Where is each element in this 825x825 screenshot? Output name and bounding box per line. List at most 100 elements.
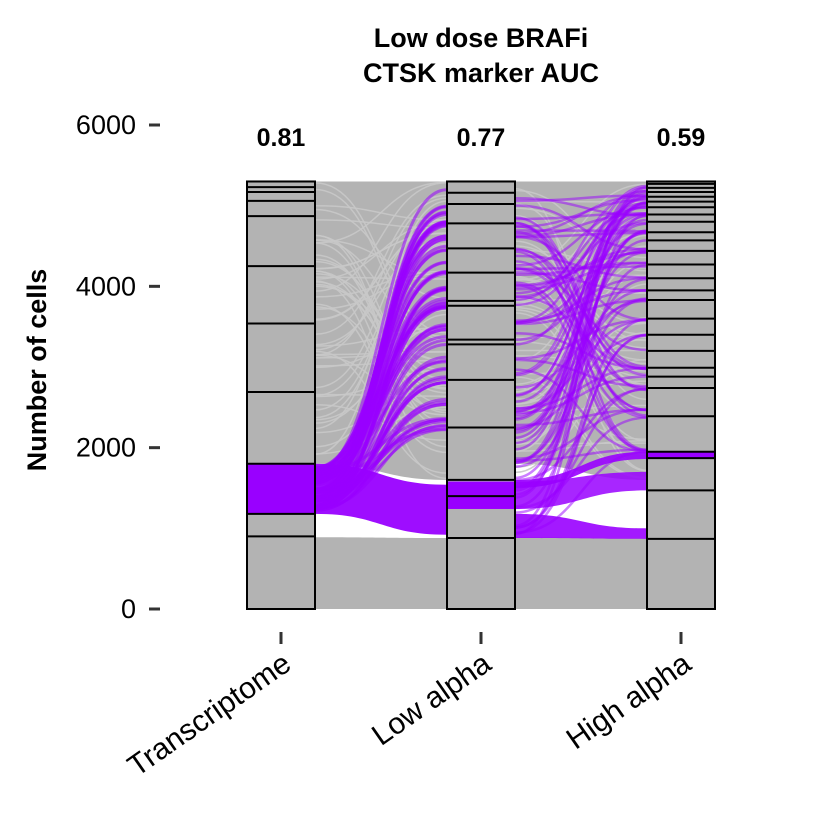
highlight-flow-line bbox=[514, 191, 648, 499]
highlight-flow-line bbox=[514, 231, 648, 239]
cluster-segment bbox=[647, 181, 715, 184]
x-tick-label: Low alpha bbox=[366, 647, 497, 753]
highlight-flow-line bbox=[514, 448, 648, 462]
highlight-flow-line bbox=[514, 289, 648, 322]
cluster-segment bbox=[247, 191, 315, 201]
y-axis-label: Number of cells bbox=[22, 269, 52, 472]
cluster-segment bbox=[447, 339, 515, 345]
highlight-flow-line bbox=[514, 211, 648, 307]
cluster-segment bbox=[647, 250, 715, 265]
highlight-flow-line bbox=[314, 221, 448, 494]
highlight-flow-line bbox=[514, 266, 648, 352]
background-flow-line bbox=[314, 219, 448, 229]
cluster-segment bbox=[247, 200, 315, 217]
highlight-flow-line bbox=[314, 418, 448, 499]
cluster-segment bbox=[247, 392, 315, 464]
cluster-segment bbox=[647, 318, 715, 335]
background-flow-line bbox=[314, 222, 448, 389]
cluster-segment bbox=[447, 223, 515, 249]
cluster-segment bbox=[647, 490, 715, 539]
cluster-column-outline bbox=[246, 180, 316, 610]
highlight-flow-line bbox=[514, 450, 648, 534]
cluster-segment bbox=[647, 300, 715, 319]
highlight-flow-band bbox=[515, 513, 647, 539]
cluster-segment bbox=[247, 216, 315, 267]
x-tick-label: Transcriptome bbox=[122, 647, 297, 783]
cluster-segment bbox=[647, 201, 715, 208]
highlight-flow-line bbox=[514, 235, 648, 321]
highlight-flow-line bbox=[514, 201, 648, 445]
cluster-segment bbox=[447, 181, 515, 193]
highlight-flow-line bbox=[314, 188, 448, 473]
auc-label: 0.77 bbox=[457, 124, 506, 152]
cluster-segment bbox=[647, 191, 715, 197]
cluster-segment bbox=[447, 379, 515, 428]
y-tick-label: 6000 bbox=[76, 110, 136, 140]
highlight-flow-line bbox=[314, 400, 448, 492]
highlight-flow-line bbox=[514, 263, 648, 508]
cluster-segment bbox=[647, 350, 715, 368]
background-flow-line bbox=[514, 398, 648, 440]
cluster-column-outline bbox=[446, 180, 516, 610]
highlight-flow-line bbox=[314, 366, 448, 510]
highlight-flow-line bbox=[514, 408, 648, 460]
cluster-segment bbox=[247, 181, 315, 188]
highlight-flow-line bbox=[514, 318, 648, 360]
highlight-flow-line bbox=[514, 247, 648, 412]
auc-label: 0.81 bbox=[257, 124, 306, 152]
highlight-flow-line bbox=[514, 229, 648, 492]
highlight-flow-line bbox=[514, 249, 648, 342]
y-tick-label: 2000 bbox=[76, 433, 136, 463]
cluster-segment bbox=[447, 248, 515, 273]
cluster-segment bbox=[447, 192, 515, 205]
highlight-flow-line bbox=[514, 206, 648, 295]
background-flow bbox=[315, 537, 447, 609]
highlight-flow-line bbox=[314, 213, 448, 480]
highlight-flow-line bbox=[314, 360, 448, 476]
cluster-segment bbox=[647, 538, 715, 609]
background-flow-line bbox=[314, 182, 448, 334]
cluster-segment bbox=[647, 278, 715, 291]
cluster-segment bbox=[247, 513, 315, 537]
cluster-segment bbox=[647, 416, 715, 452]
highlight-flow-line bbox=[514, 222, 648, 403]
cluster-segment bbox=[647, 240, 715, 251]
cluster-segment bbox=[447, 427, 515, 480]
highlighted-cluster-segment bbox=[247, 463, 315, 514]
cluster-segment bbox=[647, 367, 715, 377]
cluster-segment bbox=[247, 266, 315, 324]
highlighted-cluster-segment bbox=[647, 451, 715, 459]
cluster-segment bbox=[647, 221, 715, 233]
cluster-segment bbox=[447, 272, 515, 301]
highlight-flow-line bbox=[514, 368, 648, 453]
highlight-flow-line bbox=[314, 304, 448, 471]
cluster-segment bbox=[247, 187, 315, 192]
cluster-segment bbox=[247, 323, 315, 393]
highlight-flow-line bbox=[514, 277, 648, 462]
highlight-flow-line bbox=[314, 306, 448, 500]
cluster-segment bbox=[647, 290, 715, 301]
highlight-flow-line bbox=[314, 287, 448, 507]
cluster-segment bbox=[647, 232, 715, 241]
cluster-segment bbox=[447, 344, 515, 380]
cluster-segment bbox=[247, 536, 315, 609]
x-tick-label: High alpha bbox=[561, 647, 698, 756]
background-flow-line bbox=[314, 197, 448, 356]
highlight-flow-line bbox=[514, 204, 648, 251]
y-tick-label: 4000 bbox=[76, 271, 136, 301]
cluster-segment bbox=[647, 187, 715, 192]
auc-label: 0.59 bbox=[657, 124, 706, 152]
highlight-flow-line bbox=[514, 212, 648, 221]
highlight-flow-line bbox=[514, 254, 648, 279]
cluster-segment bbox=[647, 214, 715, 222]
chart-title-line-1: Low dose BRAFi bbox=[374, 23, 589, 53]
cluster-segment bbox=[447, 305, 515, 340]
cluster-segment bbox=[647, 207, 715, 215]
cluster-segment bbox=[647, 183, 715, 188]
highlight-flow-line bbox=[514, 198, 648, 229]
y-tick-label: 0 bbox=[121, 594, 136, 624]
chart-title-line-2: CTSK marker AUC bbox=[363, 58, 599, 88]
cluster-segment bbox=[447, 300, 515, 306]
cluster-segment bbox=[647, 458, 715, 491]
